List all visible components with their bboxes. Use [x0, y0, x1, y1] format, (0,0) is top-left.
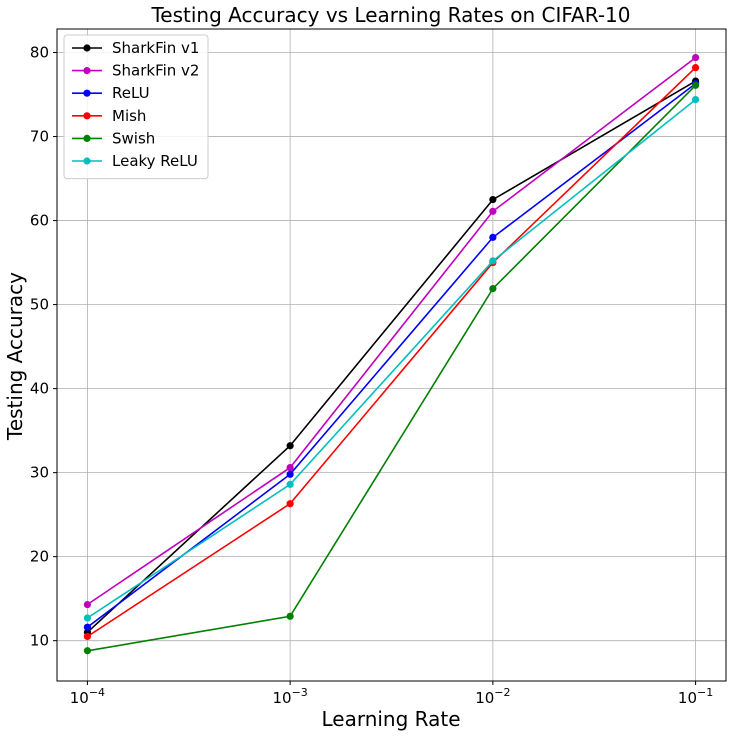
series-line: [86, 67, 697, 638]
legend-marker: [83, 134, 91, 142]
x-tick-label: 10−4: [70, 686, 105, 707]
y-tick-label: 20: [30, 548, 49, 566]
data-point: [83, 632, 92, 641]
y-tick-label: 80: [30, 44, 49, 62]
data-point: [286, 480, 294, 488]
legend-label: Leaky ReLU: [112, 152, 198, 170]
data-point: [489, 233, 497, 241]
x-axis-label: Learning Rate: [321, 707, 460, 731]
data-point: [286, 463, 294, 472]
legend-label: Mish: [112, 107, 146, 125]
data-point: [286, 500, 294, 508]
data-point: [691, 95, 700, 104]
series-line: [86, 80, 697, 633]
y-tick-label: 50: [30, 296, 49, 314]
legend-marker: [83, 67, 91, 75]
data-point: [286, 470, 294, 478]
x-tick-label: 10−1: [678, 686, 713, 707]
data-point: [286, 612, 294, 620]
legend-marker: [83, 89, 91, 97]
x-tick-label: 10−3: [272, 686, 307, 707]
series-layer: [83, 53, 700, 655]
legend-label: SharkFin v1: [112, 39, 199, 57]
x-tick-label: 10−2: [475, 686, 510, 707]
data-point: [83, 647, 92, 655]
y-tick-label: 70: [30, 128, 49, 146]
plot-frame: [56, 28, 727, 682]
legend-marker: [83, 157, 91, 165]
y-axis-label: Testing Accuracy: [3, 272, 27, 441]
data-point: [83, 614, 92, 622]
grid: [57, 29, 726, 681]
data-point: [691, 81, 700, 89]
y-tick-label: 60: [30, 212, 49, 230]
y-tick-label: 30: [30, 464, 49, 482]
legend-label: Swish: [112, 129, 155, 147]
legend-label: ReLU: [112, 84, 150, 102]
y-tick-label: 40: [30, 380, 49, 398]
data-point: [83, 600, 92, 609]
data-point: [286, 442, 294, 450]
data-point: [489, 285, 497, 293]
data-point: [83, 623, 92, 631]
legend-label: SharkFin v2: [112, 62, 199, 80]
data-point: [489, 207, 497, 215]
data-point: [691, 53, 700, 62]
series-line: [87, 84, 697, 652]
series-line: [86, 98, 697, 619]
data-point: [691, 64, 700, 72]
chart-title: Testing Accuracy vs Learning Rates on CI…: [150, 3, 630, 27]
y-tick-label: 10: [30, 632, 49, 650]
legend-marker: [83, 44, 91, 52]
data-point: [489, 195, 497, 204]
data-point: [489, 257, 497, 265]
legend-marker: [83, 112, 91, 120]
legend: SharkFin v1 SharkFin v2 ReLU Mish Swish Leaky…: [63, 34, 209, 180]
axes: 10 20 30 40 50 60 70 80 10−4 10−3 10−2 10−1: [30, 28, 727, 707]
series-line: [86, 56, 697, 606]
